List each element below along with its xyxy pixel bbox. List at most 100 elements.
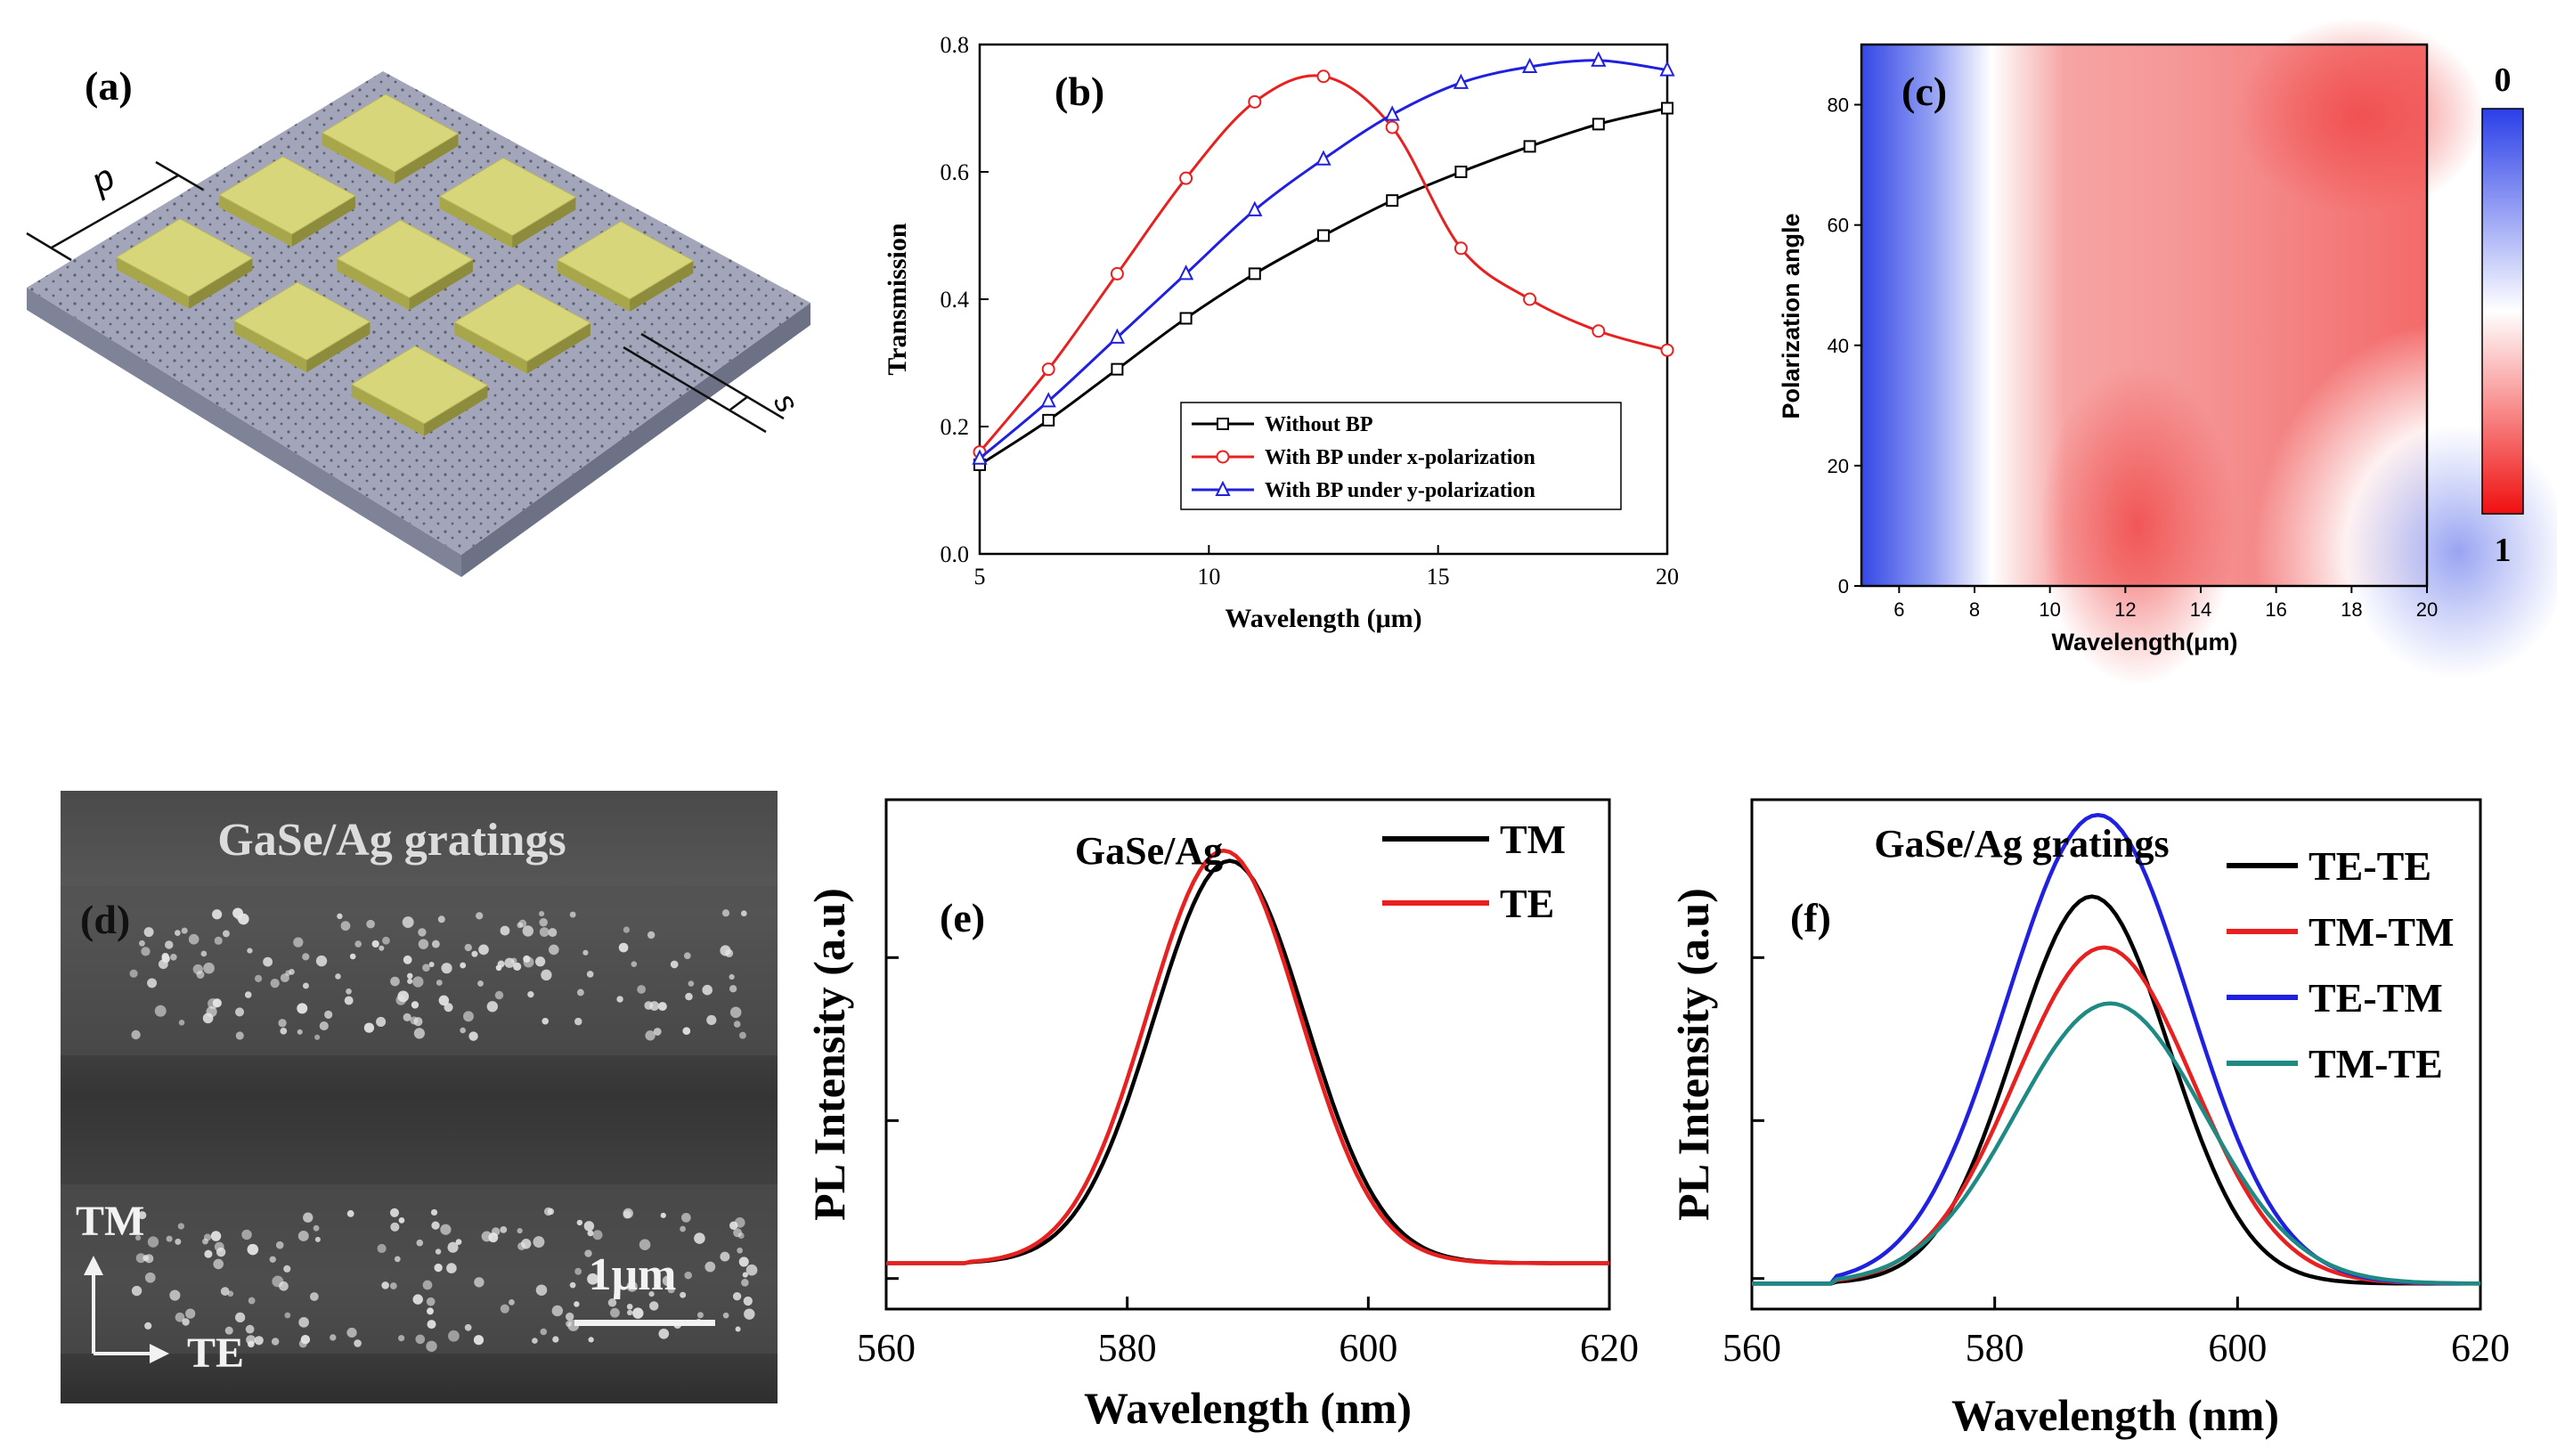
legend-label: With BP under y-polarization	[1265, 479, 1535, 502]
sem-particle	[733, 1228, 743, 1238]
panel-label-a: (a)	[85, 63, 133, 109]
colorbar-bottom-label: 1	[2495, 532, 2512, 569]
data-point	[1111, 362, 1124, 376]
data-point	[1454, 166, 1468, 178]
x-tick-label: 20	[2416, 598, 2438, 621]
sem-particle	[324, 1010, 333, 1019]
sem-particle	[446, 1263, 457, 1273]
sem-particle	[680, 1291, 687, 1298]
x-tick-label: 12	[2114, 598, 2136, 621]
sem-particle	[566, 1321, 572, 1327]
sem-particle	[660, 1212, 666, 1218]
sem-particle	[389, 1282, 397, 1289]
sem-particle	[523, 956, 534, 968]
sem-particle	[430, 1208, 438, 1216]
sem-particle	[626, 1309, 633, 1316]
sem-particle	[165, 940, 174, 949]
sem-particle	[574, 1301, 580, 1307]
data-point	[1248, 94, 1262, 109]
gold-patch	[556, 221, 695, 300]
sem-particle	[720, 945, 731, 956]
sem-particle	[639, 1239, 651, 1251]
sem-particle	[576, 988, 584, 996]
chart-e-legend: TM TE	[1382, 817, 1566, 926]
chart-e: 560 580 600 620 TM TE GaSe/Ag (e) Wavelength…	[804, 798, 1639, 1433]
sem-particle	[513, 962, 522, 972]
sem-particle	[166, 1235, 173, 1242]
sem-particle	[704, 1261, 716, 1273]
x-tick-label: 20	[1656, 564, 1679, 590]
sem-particle	[254, 974, 263, 982]
sem-particle	[135, 1253, 146, 1264]
data-point	[1386, 194, 1399, 207]
sem-particle	[263, 956, 273, 967]
sem-particle	[464, 943, 472, 952]
sem-particle	[330, 1334, 337, 1341]
sem-particle	[344, 996, 354, 1005]
chart-b-ylabel: Transmission	[883, 223, 912, 375]
sem-band-upper	[61, 886, 778, 1055]
chart-b-legend-box	[1180, 402, 1622, 510]
sem-particle	[314, 1236, 321, 1242]
sem-particle	[272, 1275, 284, 1288]
sem-particle	[721, 909, 730, 917]
sem-particle	[418, 928, 427, 937]
sem-particle	[532, 1338, 538, 1344]
x-tick-label: 620	[1580, 1326, 1639, 1370]
data-point	[1315, 150, 1331, 166]
gold-patch-side	[630, 260, 694, 312]
chart-f-frame	[1750, 798, 2482, 1311]
data-point	[1041, 362, 1055, 377]
legend-label: Without BP	[1265, 413, 1373, 436]
sem-particle	[254, 1336, 264, 1346]
sem-particle	[592, 1230, 603, 1240]
sem-particle	[623, 926, 630, 933]
x-tick-label: 8	[1969, 598, 1980, 621]
data-point	[1454, 241, 1468, 256]
sem-particle	[437, 915, 445, 923]
sem-particle	[607, 1298, 617, 1307]
sem-particle	[471, 950, 478, 957]
y-tick-label: 0.4	[941, 287, 970, 313]
sem-particle	[144, 1272, 156, 1283]
sem-particle	[395, 995, 406, 1005]
sem-particle	[569, 1281, 576, 1289]
sem-particle	[181, 927, 188, 934]
sem-particle	[379, 945, 385, 951]
sem-particle	[177, 1223, 184, 1230]
sem-particle	[354, 1339, 362, 1347]
x-tick-label: 580	[1098, 1326, 1157, 1370]
sem-particle	[670, 960, 679, 969]
gold-patch	[218, 156, 356, 235]
sem-particle	[416, 1239, 424, 1247]
data-point	[1179, 171, 1193, 185]
sem-particle	[574, 1017, 582, 1026]
sem-particle	[733, 1021, 741, 1028]
panel-label-d: (d)	[80, 897, 130, 942]
dimension-s	[623, 332, 785, 434]
data-point	[1384, 105, 1400, 121]
sem-particle	[398, 1335, 405, 1342]
sem-particle	[706, 1014, 717, 1026]
sem-particle	[517, 1228, 523, 1234]
sem-particle	[175, 1312, 185, 1322]
gold-patch	[350, 345, 489, 425]
sem-particle	[182, 1318, 190, 1326]
sem-particle	[297, 1231, 309, 1241]
sem-particle	[412, 976, 424, 988]
sem-particle	[742, 1272, 748, 1278]
x-tick-label: 600	[2208, 1326, 2267, 1370]
sem-particle	[178, 1020, 185, 1026]
sem-particle	[337, 913, 343, 920]
data-point	[1247, 200, 1263, 216]
sem-particle	[696, 1312, 704, 1319]
gold-patch	[115, 218, 254, 297]
sem-particle	[303, 1212, 314, 1223]
sem-particle	[141, 947, 151, 956]
sem-particle	[406, 972, 413, 980]
data-point	[1521, 57, 1538, 74]
sem-particle	[247, 948, 253, 954]
sem-particle	[185, 1308, 196, 1319]
sem-particle	[626, 1303, 633, 1310]
